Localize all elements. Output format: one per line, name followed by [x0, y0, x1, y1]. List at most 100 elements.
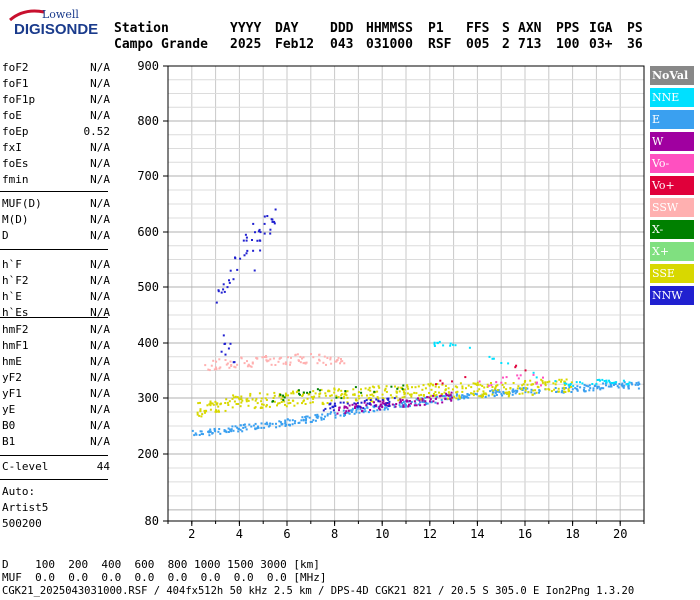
scatter-point — [277, 402, 280, 405]
scatter-point — [198, 414, 201, 417]
scatter-point — [408, 403, 410, 406]
scatter-point — [507, 362, 510, 365]
scatter-point — [239, 428, 242, 431]
scatter-point — [532, 389, 535, 392]
scatter-point — [341, 360, 344, 363]
scatter-point — [474, 392, 477, 395]
scatter-point — [531, 393, 534, 396]
scatter-point — [231, 406, 234, 409]
scatter-point — [232, 394, 235, 397]
scatter-point — [257, 230, 260, 233]
trace-nnw — [322, 397, 396, 412]
scatter-point — [263, 232, 266, 235]
param-name: B1 — [2, 435, 16, 448]
scatter-point — [360, 388, 362, 391]
scatter-point — [402, 401, 405, 403]
scatter-point — [280, 401, 283, 403]
scatter-point — [277, 360, 280, 363]
scatter-point — [441, 382, 444, 385]
scatter-point — [258, 392, 261, 395]
scatter-point — [344, 412, 347, 415]
scatter-point — [634, 383, 637, 386]
scatter-point — [530, 388, 533, 391]
scatter-point — [247, 399, 250, 402]
scatter-point — [429, 398, 432, 401]
scatter-point — [379, 400, 382, 403]
x-tick-label: 16 — [518, 527, 532, 541]
scatter-point — [450, 391, 453, 394]
scatter-point — [526, 383, 529, 386]
scatter-point — [560, 380, 562, 383]
scatter-point — [285, 423, 288, 426]
scatter-point — [376, 390, 379, 393]
scatter-point — [407, 400, 410, 403]
param-row: h`F2 N/A — [2, 274, 110, 288]
scatter-point — [434, 401, 437, 404]
scatter-point — [224, 402, 227, 404]
scatter-point — [438, 395, 441, 398]
scatter-point — [530, 383, 533, 386]
scatter-point — [449, 395, 452, 398]
scatter-point — [281, 395, 284, 398]
scatter-point — [486, 386, 489, 388]
scatter-point — [286, 418, 289, 421]
scatter-point — [292, 390, 294, 393]
param-value: N/A — [90, 355, 110, 368]
scatter-point — [266, 423, 269, 426]
scatter-point — [312, 356, 315, 359]
scatter-point — [217, 430, 220, 433]
scatter-point — [433, 394, 436, 397]
scatter-point — [347, 409, 350, 412]
scatter-point — [326, 357, 329, 359]
header-label-5: P1 — [428, 21, 444, 36]
scatter-point — [601, 378, 604, 381]
scatter-point — [247, 364, 250, 367]
scatter-point — [525, 387, 527, 390]
scatter-point — [234, 257, 237, 260]
scatter-point — [373, 404, 376, 407]
scatter-point — [236, 268, 239, 271]
scatter-point — [320, 417, 323, 420]
scatter-point — [459, 382, 462, 385]
scatter-point — [360, 391, 363, 394]
scatter-point — [571, 388, 574, 391]
scatter-point — [218, 358, 221, 361]
scatter-point — [613, 381, 616, 384]
scatter-point — [552, 382, 555, 385]
scatter-point — [401, 402, 403, 405]
scatter-point — [220, 350, 223, 353]
scatter-point — [355, 411, 358, 414]
scatter-point — [431, 383, 434, 386]
scatter-point — [565, 378, 568, 381]
scatter-point — [266, 215, 269, 217]
scatter-point — [532, 371, 535, 374]
scatter-point — [215, 301, 218, 304]
scatter-point — [524, 389, 527, 392]
scatter-point — [351, 407, 354, 410]
scatter-point — [225, 363, 228, 366]
scatter-point — [200, 433, 203, 435]
scatter-point — [265, 404, 268, 407]
scatter-point — [338, 406, 341, 409]
scatter-point — [354, 405, 357, 408]
scatter-point — [400, 400, 402, 403]
scatter-point — [561, 387, 564, 390]
scatter-point — [393, 403, 396, 406]
scatter-point — [329, 356, 332, 359]
scatter-point — [414, 386, 417, 389]
header-label-1: YYYY — [230, 21, 262, 36]
scatter-point — [563, 388, 566, 391]
scatter-point — [494, 387, 497, 390]
scatter-point — [318, 353, 321, 356]
scatter-point — [228, 281, 231, 284]
scatter-point — [342, 397, 345, 400]
scatter-point — [458, 397, 461, 400]
scatter-point — [274, 364, 277, 366]
scatter-point — [340, 397, 343, 400]
scatter-point — [306, 397, 309, 400]
scatter-point — [355, 399, 358, 402]
scatter-point — [303, 361, 306, 364]
scatter-point — [530, 391, 533, 394]
scatter-point — [340, 394, 343, 397]
legend-item-ssw: SSW — [650, 198, 694, 217]
